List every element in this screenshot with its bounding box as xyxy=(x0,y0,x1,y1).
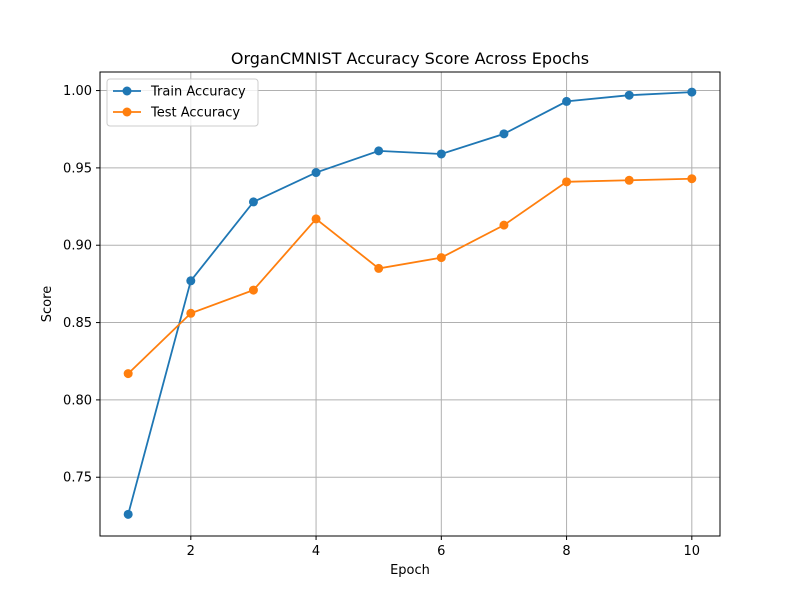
x-tick-label: 6 xyxy=(437,544,445,559)
data-point-train xyxy=(248,197,258,207)
data-point-test xyxy=(624,175,634,185)
legend-marker xyxy=(122,86,132,96)
x-tick-label: 8 xyxy=(562,544,570,559)
data-point-test xyxy=(374,263,384,273)
data-point-train xyxy=(374,146,384,156)
legend-box xyxy=(106,78,259,127)
data-point-test xyxy=(499,220,509,230)
x-tick-label: 4 xyxy=(312,544,320,559)
data-point-train xyxy=(436,149,446,159)
grid xyxy=(100,72,720,536)
y-tick-label: 0.80 xyxy=(63,393,92,408)
data-point-test xyxy=(436,253,446,263)
data-point-train xyxy=(186,276,196,286)
data-point-train xyxy=(499,129,509,139)
series-line-test xyxy=(127,177,692,375)
axis-ticks: 2 4 6 8 10 0.75 0.80 0.85 0.90 0.95 1.00 xyxy=(63,84,700,559)
plot-frame xyxy=(99,71,721,537)
y-tick-label: 0.95 xyxy=(63,161,92,176)
data-point-test xyxy=(248,285,258,295)
x-tick-label: 2 xyxy=(187,544,195,559)
y-tick-label: 0.85 xyxy=(63,316,92,331)
data-point-test xyxy=(311,214,321,224)
data-point-train xyxy=(123,509,133,519)
chart-title: OrganCMNIST Accuracy Score Across Epochs xyxy=(231,49,589,68)
legend-label: Train Accuracy xyxy=(150,85,246,100)
data-point-test xyxy=(186,308,196,318)
data-point-train xyxy=(562,96,572,106)
y-tick-label: 0.75 xyxy=(63,471,92,486)
x-tick-label: 10 xyxy=(684,544,701,559)
y-tick-label: 1.00 xyxy=(63,84,92,99)
x-axis-label: Epoch xyxy=(390,563,430,578)
legend-marker xyxy=(122,107,132,117)
legend: Train Accuracy Test Accuracy xyxy=(106,78,259,127)
data-point-train xyxy=(687,87,697,97)
data-point-test xyxy=(123,369,133,379)
data-point-train xyxy=(311,168,321,178)
y-axis-label: Score xyxy=(40,286,55,322)
legend-label: Test Accuracy xyxy=(150,106,240,121)
y-tick-label: 0.90 xyxy=(63,239,92,254)
data-point-train xyxy=(624,90,634,100)
data-point-test xyxy=(687,174,697,184)
data-point-test xyxy=(562,177,572,187)
series-layer xyxy=(123,87,697,519)
series-line-train xyxy=(127,91,692,515)
legend-items: Train Accuracy Test Accuracy xyxy=(113,85,246,121)
